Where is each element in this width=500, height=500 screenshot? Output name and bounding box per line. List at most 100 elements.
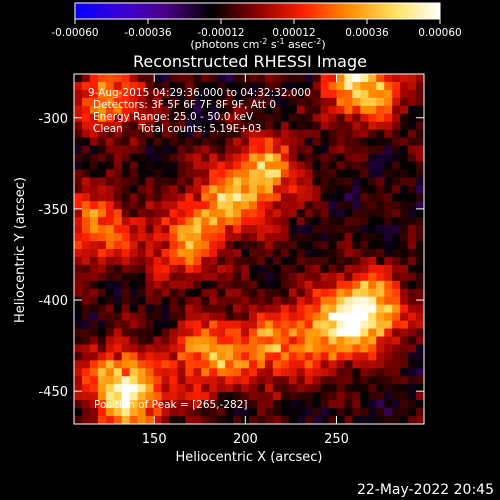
heatmap-cell [384, 209, 393, 218]
heatmap-cell [161, 304, 171, 314]
heatmap-cell [312, 352, 322, 361]
heatmap-cell [105, 288, 115, 298]
heatmap-cell [225, 201, 234, 210]
heatmap-cell [304, 304, 314, 314]
heatmap-cell [320, 320, 330, 330]
heatmap-cell [129, 376, 139, 385]
heatmap-cell [217, 328, 226, 338]
heatmap-cell [408, 209, 417, 218]
heatmap-cell [272, 288, 282, 298]
heatmap-cell [225, 320, 234, 330]
heatmap-cell [272, 264, 282, 274]
heatmap-cell [105, 264, 115, 274]
heatmap-cell [193, 296, 202, 306]
heatmap-cell [368, 89, 377, 99]
heatmap-cell [217, 272, 226, 282]
heatmap-cell [113, 113, 123, 123]
heatmap-cell [288, 185, 298, 194]
heatmap-cell [225, 225, 234, 234]
heatmap-cell [400, 74, 409, 83]
heatmap-cell [264, 264, 274, 274]
heatmap-cell [296, 376, 306, 385]
heatmap-cell [233, 328, 242, 338]
heatmap-cell [368, 74, 377, 83]
heatmap-cell [376, 121, 385, 131]
heatmap-cell [344, 241, 353, 250]
heatmap-cell [416, 296, 424, 306]
heatmap-cell [360, 193, 369, 202]
heatmap-cell [352, 161, 361, 171]
heatmap-cell [97, 74, 107, 83]
heatmap-cell [304, 209, 314, 218]
heatmap-cell [161, 320, 171, 330]
heatmap-cell [256, 137, 266, 147]
heatmap-cell [312, 416, 322, 424]
heatmap-cell [113, 416, 123, 424]
heatmap-cell [105, 304, 115, 314]
heatmap-cell [105, 233, 115, 242]
heatmap-cell [97, 408, 107, 417]
heatmap-cell [304, 288, 314, 298]
heatmap-cell [193, 288, 202, 298]
heatmap-cell [74, 225, 83, 234]
heatmap-cell [169, 177, 178, 186]
heatmap-cell [296, 360, 306, 369]
heatmap-cell [336, 408, 346, 417]
heatmap-cell [113, 280, 123, 290]
heatmap-cell [145, 264, 155, 274]
heatmap-cell [161, 105, 171, 115]
heatmap-cell [256, 344, 266, 353]
heatmap-cell [97, 344, 107, 353]
heatmap-cell [137, 384, 147, 393]
heatmap-cell [121, 145, 131, 155]
heatmap-cell [129, 153, 139, 163]
heatmap-cell [217, 129, 226, 139]
heatmap-cell [336, 344, 346, 353]
heatmap-cell [296, 89, 306, 99]
heatmap-cell [408, 344, 417, 353]
heatmap-cell [288, 121, 298, 131]
heatmap-cell [272, 121, 282, 131]
heatmap-cell [121, 416, 131, 424]
heatmap-cell [153, 121, 163, 131]
heatmap-cell [89, 201, 99, 210]
heatmap-cell [74, 129, 83, 139]
heatmap-cell [312, 368, 322, 377]
heatmap-cell [97, 400, 107, 409]
heatmap-cell [81, 288, 91, 298]
heatmap-cell [320, 201, 330, 210]
heatmap-cell [376, 392, 385, 401]
heatmap-cell [177, 320, 186, 330]
heatmap-cell [416, 225, 424, 234]
heatmap-cell [416, 129, 424, 139]
heatmap-cell [145, 256, 155, 266]
heatmap-cell [344, 264, 353, 274]
heatmap-cell [408, 280, 417, 290]
heatmap-cell [74, 368, 83, 377]
heatmap-cell [145, 400, 155, 409]
heatmap-cell [384, 161, 393, 171]
heatmap-cell [320, 304, 330, 314]
heatmap-cell [105, 113, 115, 123]
heatmap-cell [74, 81, 83, 91]
heatmap-cell [81, 368, 91, 377]
heatmap-cell [201, 304, 210, 314]
heatmap-cell [344, 336, 353, 346]
heatmap-cell [400, 241, 409, 250]
heatmap-cell [241, 209, 250, 218]
heatmap-cell [352, 129, 361, 139]
heatmap-cell [137, 209, 147, 218]
heatmap-cell [121, 392, 131, 401]
heatmap-cell [193, 400, 202, 409]
heatmap-cell [161, 280, 171, 290]
heatmap-cell [153, 241, 163, 250]
heatmap-cell [336, 193, 346, 202]
heatmap-cell [288, 129, 298, 139]
heatmap-cell [296, 352, 306, 361]
heatmap-cell [201, 368, 210, 377]
heatmap-cell [137, 256, 147, 266]
heatmap-cell [312, 304, 322, 314]
heatmap-cell [113, 201, 123, 210]
colorbar [74, 2, 441, 20]
heatmap-cell [328, 145, 338, 155]
